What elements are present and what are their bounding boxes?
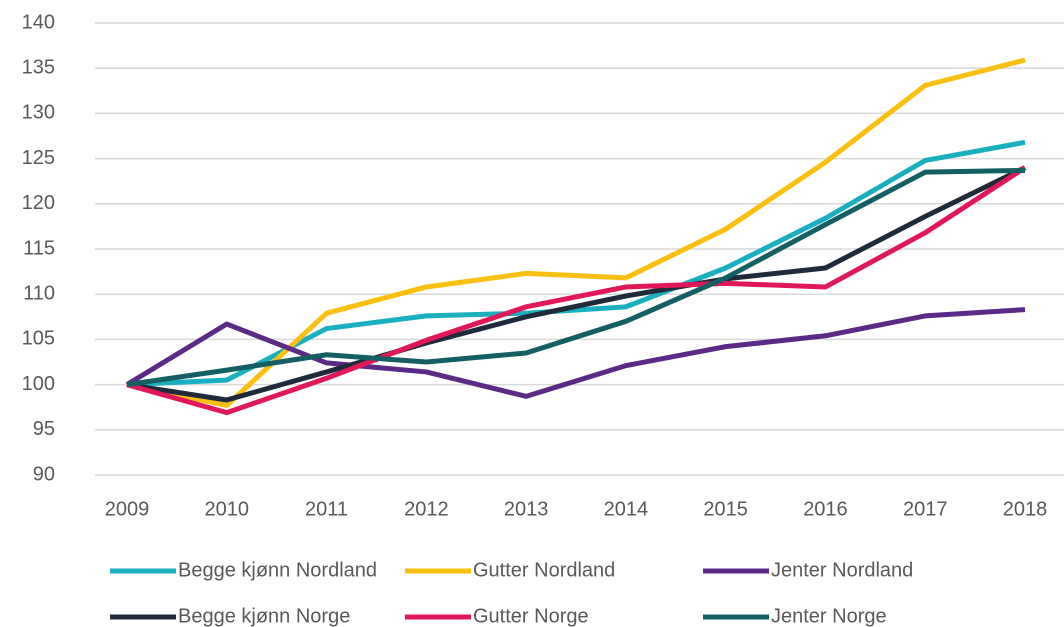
x-tick-label: 2013 bbox=[504, 498, 549, 520]
x-tick-label: 2010 bbox=[205, 498, 250, 520]
y-tick-label: 120 bbox=[22, 192, 55, 214]
series-line bbox=[126, 57, 1026, 408]
series-line bbox=[126, 165, 1027, 403]
legend-label: Gutter Nordland bbox=[473, 559, 615, 581]
y-tick-label: 125 bbox=[22, 147, 55, 169]
y-tick-label: 130 bbox=[22, 102, 55, 124]
x-tick-label: 2018 bbox=[1003, 498, 1048, 520]
y-tick-label: 90 bbox=[33, 463, 55, 485]
series-line bbox=[126, 165, 1027, 416]
x-tick-label: 2014 bbox=[604, 498, 649, 520]
y-tick-label: 110 bbox=[23, 282, 55, 304]
legend-label: Gutter Norge bbox=[473, 605, 589, 627]
y-tick-label: 100 bbox=[22, 373, 55, 395]
legend-label: Begge kjønn Norge bbox=[178, 605, 350, 627]
legend-label: Jenter Norge bbox=[771, 605, 887, 627]
y-tick-label: 135 bbox=[22, 56, 55, 78]
series-line bbox=[126, 167, 1026, 388]
x-tick-label: 2012 bbox=[404, 498, 449, 520]
legend-label: Jenter Nordland bbox=[771, 559, 913, 581]
x-tick-label: 2009 bbox=[105, 498, 150, 520]
y-tick-label: 140 bbox=[22, 11, 55, 33]
series-line bbox=[126, 139, 1026, 388]
y-tick-label: 95 bbox=[33, 418, 55, 440]
y-tick-label: 105 bbox=[22, 328, 55, 350]
y-tick-label: 115 bbox=[23, 237, 55, 259]
x-tick-label: 2011 bbox=[305, 498, 348, 520]
series-line bbox=[125, 307, 1026, 399]
x-tick-label: 2016 bbox=[803, 498, 848, 520]
x-tick-label: 2017 bbox=[903, 498, 948, 520]
legend-label: Begge kjønn Nordland bbox=[178, 559, 377, 581]
x-tick-label: 2015 bbox=[703, 498, 748, 520]
